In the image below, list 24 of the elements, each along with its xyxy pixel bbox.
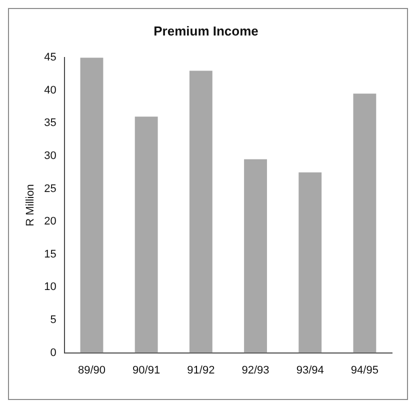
x-tick-label: 90/91 — [132, 364, 160, 376]
y-tick-label: 5 — [50, 314, 56, 326]
x-tick-label: 93/94 — [296, 364, 324, 376]
y-tick-label: 0 — [50, 346, 56, 359]
x-tick-label: 92/93 — [242, 364, 270, 376]
y-tick-label: 35 — [44, 117, 56, 130]
y-tick-label: 15 — [44, 248, 56, 260]
x-tick-label: 91/92 — [187, 364, 215, 376]
bar — [80, 58, 104, 353]
y-axis-title: R Million — [24, 184, 37, 226]
x-tick-label: 89/90 — [78, 364, 106, 376]
bar — [244, 159, 267, 353]
y-tick-label: 20 — [44, 216, 56, 228]
y-tick-label: 45 — [44, 52, 56, 64]
chart-title: Premium Income — [154, 23, 258, 38]
bar — [134, 116, 158, 353]
bar — [298, 172, 322, 353]
y-tick-label: 10 — [44, 281, 56, 294]
bar — [353, 94, 376, 353]
bar — [189, 70, 212, 353]
y-tick-label: 40 — [44, 84, 56, 96]
y-tick-label: 30 — [44, 150, 56, 162]
x-tick-label: 94/95 — [350, 364, 378, 376]
y-tick-label: 25 — [44, 182, 56, 195]
